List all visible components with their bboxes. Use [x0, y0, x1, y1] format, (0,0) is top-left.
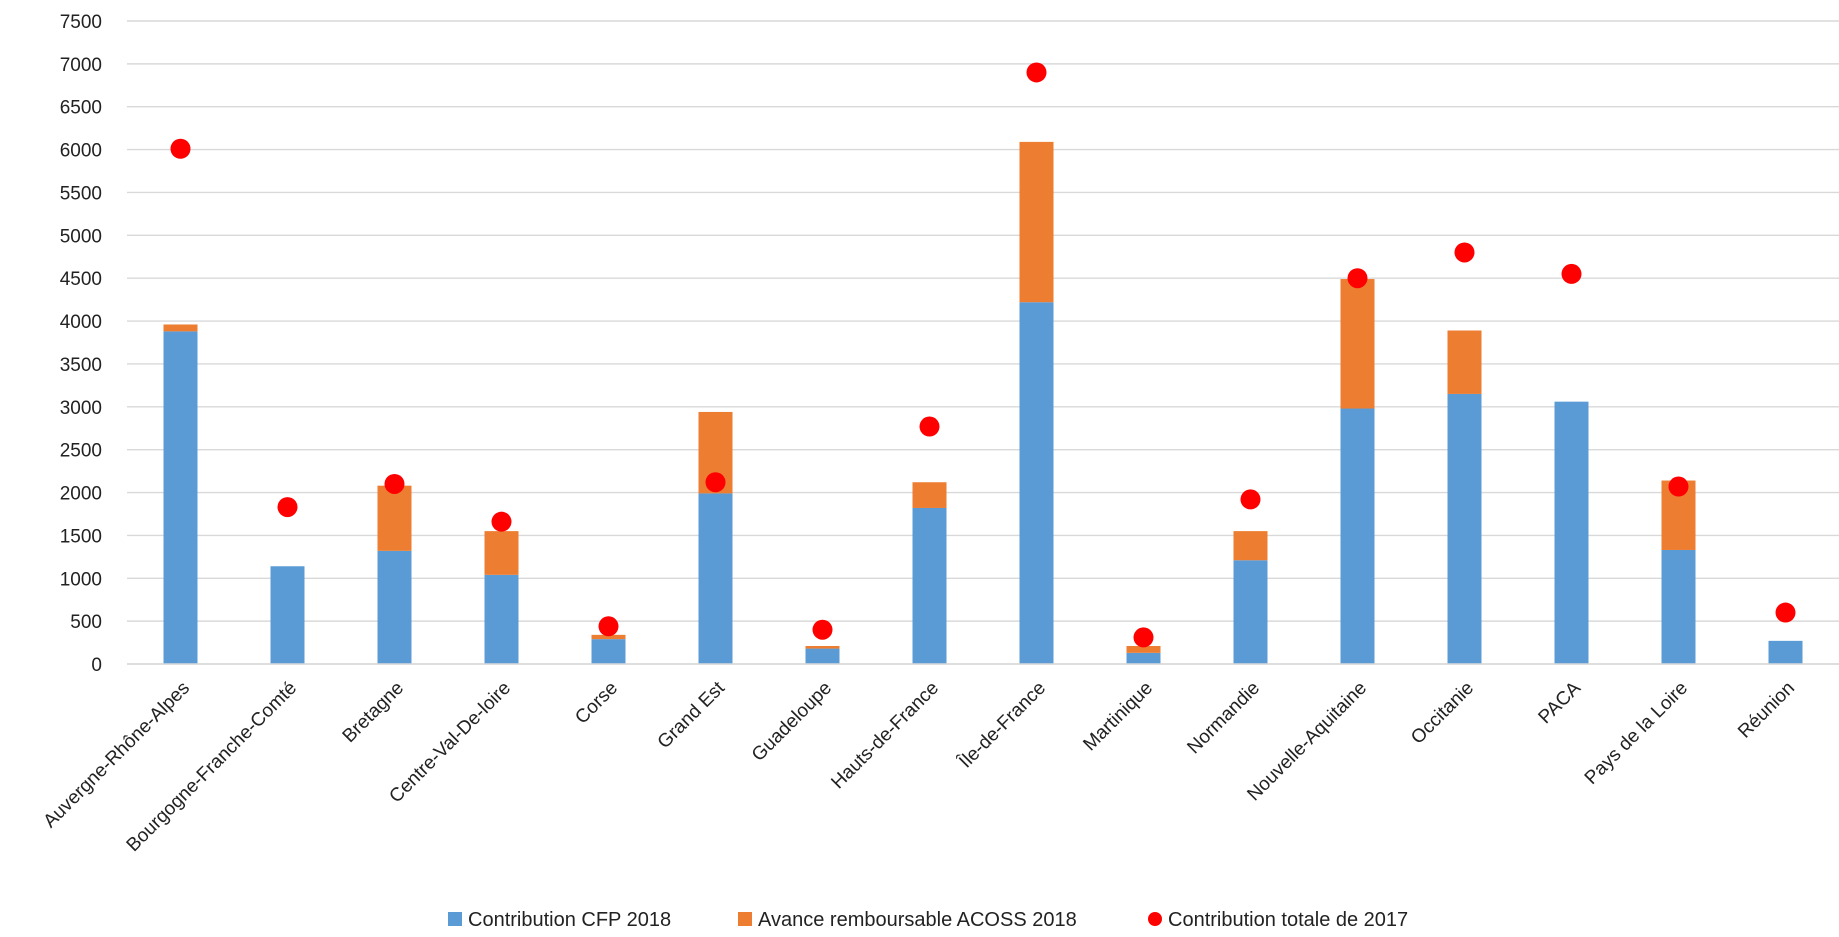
- x-tick-label: Normandie: [1183, 678, 1264, 759]
- x-tick-label: PACA: [1535, 677, 1586, 728]
- x-tick-label: Nouvelle-Aquitaine: [1243, 678, 1371, 806]
- bar-series1-6: [805, 645, 840, 649]
- y-tick-label: 2000: [60, 484, 102, 505]
- point-series2-14: [1668, 476, 1689, 497]
- x-tick-label: Hauts-de-France: [827, 678, 943, 794]
- bar-series0-14: [1661, 549, 1696, 664]
- y-tick-label: 1000: [60, 569, 102, 590]
- bar-series1-2: [377, 485, 412, 551]
- y-tick-label: 7500: [60, 12, 102, 33]
- y-tick-label: 3500: [60, 355, 102, 376]
- y-tick-label: 5500: [60, 183, 102, 204]
- legend-label-1: Avance remboursable ACOSS 2018: [758, 909, 1077, 931]
- y-tick-label: 3000: [60, 398, 102, 419]
- bars: [163, 141, 1803, 664]
- point-series2-11: [1347, 268, 1368, 289]
- bar-series0-1: [270, 566, 305, 664]
- bar-series1-9: [1126, 645, 1161, 653]
- legend-label-2: Contribution totale de 2017: [1168, 909, 1408, 931]
- y-axis: 0 500 1000 1500 2000 2500 3000 3500 4000 4500 5000…: [60, 12, 102, 676]
- bar-series0-6: [805, 648, 840, 664]
- point-series2-8: [1026, 62, 1047, 83]
- gridlines: [127, 20, 1839, 665]
- point-series2-13: [1561, 263, 1582, 284]
- bar-series1-12: [1447, 330, 1482, 394]
- x-tick-label: Pays de la Loire: [1581, 678, 1692, 789]
- point-series2-12: [1454, 242, 1475, 263]
- bar-series1-11: [1340, 279, 1375, 409]
- point-series2-10: [1240, 489, 1261, 510]
- bar-series1-4: [591, 634, 626, 640]
- point-series2-0: [170, 138, 191, 159]
- bar-series1-7: [912, 482, 947, 508]
- x-axis: Auvergne-Rhône-AlpesBourgogne-Franche-Co…: [40, 663, 1839, 856]
- point-series2-4: [598, 616, 619, 637]
- bar-series0-13: [1554, 401, 1589, 664]
- bar-series0-12: [1447, 393, 1482, 664]
- y-tick-label: 0: [91, 655, 102, 676]
- bar-series0-3: [484, 574, 519, 664]
- y-tick-label: 1500: [60, 526, 102, 547]
- point-series2-6: [812, 619, 833, 640]
- point-series2-15: [1775, 602, 1796, 623]
- bar-series0-15: [1768, 640, 1803, 664]
- x-tick-label: Martinique: [1079, 678, 1157, 756]
- legend: Contribution CFP 2018 Avance remboursable…: [448, 909, 1408, 931]
- point-series2-7: [919, 416, 940, 437]
- x-tick-label: Centre-Val-De-loire: [385, 678, 515, 808]
- bar-series1-0: [163, 324, 198, 332]
- point-series2-9: [1133, 627, 1154, 648]
- y-tick-label: 6500: [60, 98, 102, 119]
- bar-series0-9: [1126, 652, 1161, 664]
- points: [170, 62, 1796, 648]
- legend-marker-1: [738, 912, 752, 926]
- bar-series0-0: [163, 331, 198, 664]
- x-tick-label: Guadeloupe: [748, 678, 836, 766]
- y-tick-label: 2500: [60, 441, 102, 462]
- legend-label-0: Contribution CFP 2018: [468, 909, 671, 931]
- point-series2-5: [705, 472, 726, 493]
- legend-marker-2: [1148, 912, 1162, 926]
- y-tick-label: 500: [70, 612, 102, 633]
- point-series2-1: [277, 497, 298, 518]
- bar-series0-5: [698, 493, 733, 664]
- x-tick-label: Île-de-France: [954, 677, 1050, 773]
- bar-series1-8: [1019, 141, 1054, 303]
- y-tick-label: 7000: [60, 55, 102, 76]
- bar-series0-4: [591, 639, 626, 664]
- point-series2-2: [384, 473, 405, 494]
- bar-series1-3: [484, 531, 519, 575]
- bar-series0-2: [377, 550, 412, 664]
- x-tick-label: Bourgogne-Franche-Comté: [123, 678, 301, 856]
- bar-series0-8: [1019, 302, 1054, 664]
- x-tick-label: Grand Est: [654, 677, 730, 753]
- x-tick-label: Bretagne: [339, 678, 408, 747]
- bar-series0-10: [1233, 560, 1268, 664]
- y-tick-label: 4000: [60, 312, 102, 333]
- y-tick-label: 6000: [60, 141, 102, 162]
- point-series2-3: [491, 511, 512, 532]
- bar-series0-11: [1340, 408, 1375, 664]
- y-tick-label: 5000: [60, 226, 102, 247]
- x-tick-label: Occitanie: [1407, 678, 1478, 749]
- x-tick-label: Réunion: [1734, 678, 1799, 743]
- bar-series1-10: [1233, 531, 1268, 561]
- y-tick-label: 4500: [60, 269, 102, 290]
- x-tick-label: Corse: [571, 678, 622, 729]
- bar-series0-7: [912, 507, 947, 664]
- legend-marker-0: [448, 912, 462, 926]
